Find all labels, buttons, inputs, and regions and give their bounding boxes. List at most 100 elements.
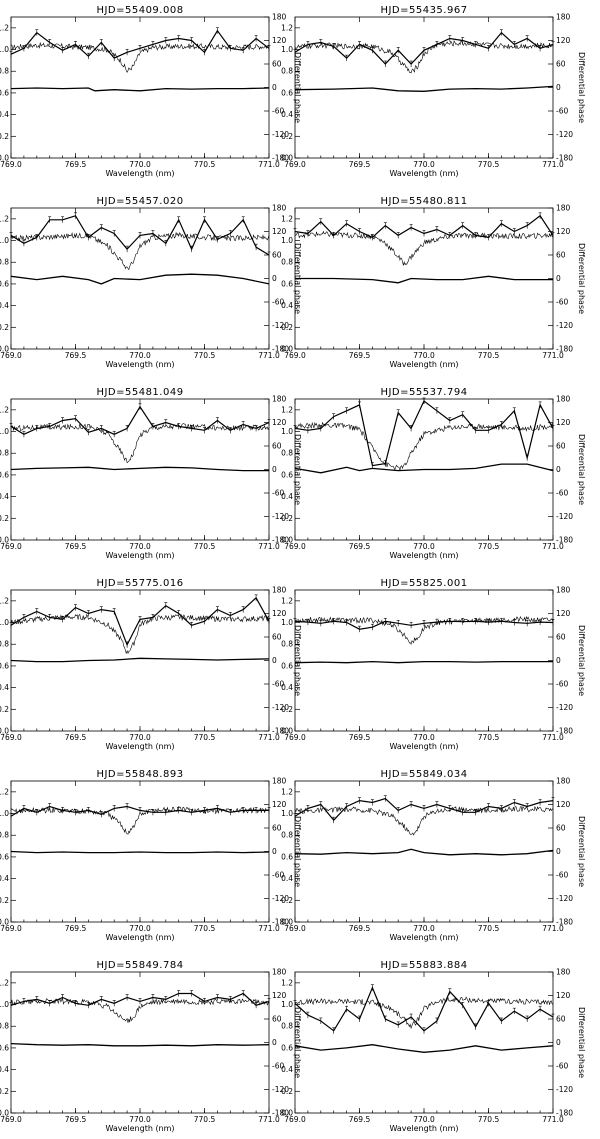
x-tick-label: 770.5 — [478, 924, 500, 933]
y2-tick-label: 180 — [556, 395, 571, 404]
x-tick-label: 770.5 — [478, 542, 500, 551]
y-tick-label: 0.0 — [0, 154, 9, 163]
chart-title: HJD=55409.008 — [96, 5, 183, 16]
y2-tick-label: 180 — [272, 586, 287, 595]
x-tick-label: 770.5 — [478, 160, 500, 169]
spectrum-line — [10, 42, 270, 73]
x-tick-label: 769.5 — [349, 924, 371, 933]
y2-tick-label: -180 — [556, 154, 573, 163]
continuum-line — [294, 1044, 554, 1053]
x-tick-label: 770.0 — [413, 542, 435, 551]
continuum-line — [294, 660, 553, 664]
x-tick-label: 771.0 — [258, 1115, 280, 1124]
y-tick-label: 0.0 — [281, 1109, 293, 1118]
y-tick-label: 0.4 — [0, 1065, 9, 1074]
x-tick-label: 771.0 — [258, 542, 280, 551]
chart-title: HJD=55848.893 — [96, 769, 183, 780]
y2-tick-label: -180 — [272, 727, 289, 736]
x-axis-title: Wavelength (nm) — [105, 169, 174, 178]
x-tick-label: 770.0 — [129, 160, 151, 169]
y-tick-label: 0.4 — [281, 301, 293, 310]
y2-axis-title: Differential phase — [293, 816, 302, 887]
y-tick-label: 1.0 — [0, 45, 9, 54]
x-axis-title: Wavelength (nm) — [389, 933, 458, 942]
y2-tick-label: -60 — [556, 107, 568, 116]
x-tick-label: 770.5 — [194, 1115, 216, 1124]
continuum-line — [10, 87, 270, 92]
y2-axis-title: Differential phase — [293, 1007, 302, 1078]
y2-tick-label: 0 — [556, 1038, 561, 1047]
y-tick-label: 0.2 — [0, 896, 9, 905]
x-tick-label: 771.0 — [542, 733, 564, 742]
x-tick-label: 769.5 — [65, 160, 87, 169]
x-axis-title: Wavelength (nm) — [105, 1124, 174, 1133]
y2-tick-label: -60 — [556, 489, 568, 498]
y2-tick-label: 60 — [272, 824, 282, 833]
y-tick-label: 0.8 — [0, 1022, 9, 1031]
y-tick-label: 0.8 — [281, 831, 293, 840]
y-tick-label: 0.0 — [0, 536, 9, 545]
y-tick-label: 0.8 — [0, 640, 9, 649]
y-tick-label: 1.0 — [281, 236, 293, 245]
y2-tick-label: 120 — [556, 418, 571, 427]
continuum-line — [10, 273, 270, 285]
y2-tick-label: -120 — [556, 512, 573, 521]
chart-panel-5: HJD=55481.049769.0769.5770.0770.5771.00.… — [0, 387, 302, 560]
x-tick-label: 770.5 — [194, 160, 216, 169]
y-tick-label: 0.6 — [281, 88, 293, 97]
y-tick-label: 1.2 — [0, 405, 9, 414]
x-axis-title: Wavelength (nm) — [105, 742, 174, 751]
y-tick-label: 0.8 — [281, 1022, 293, 1031]
y-tick-label: 1.2 — [281, 978, 293, 987]
y-tick-label: 1.2 — [281, 214, 293, 223]
y-tick-label: 0.0 — [0, 727, 9, 736]
spectrum-line — [294, 230, 554, 266]
y2-tick-label: 60 — [272, 60, 282, 69]
x-tick-label: 769.5 — [65, 1115, 87, 1124]
y2-tick-label: -180 — [556, 345, 573, 354]
chart-title: HJD=55849.034 — [380, 769, 467, 780]
y2-tick-label: 120 — [272, 609, 287, 618]
y-tick-label: 1.0 — [0, 236, 9, 245]
y-tick-label: 1.0 — [0, 1000, 9, 1009]
y-tick-label: 0.2 — [281, 514, 293, 523]
x-tick-label: 770.0 — [129, 1115, 151, 1124]
y2-tick-label: 120 — [556, 800, 571, 809]
x-tick-label: 771.0 — [258, 351, 280, 360]
x-tick-label: 769.0 — [284, 924, 306, 933]
chart-panel-6: HJD=55537.794 769.0 769.5 770.0 770.5 771.0 0.… — [281, 387, 586, 560]
chart-panel-9: HJD=55848.893769.0769.5770.0770.5771.00.… — [0, 769, 302, 942]
plot-frame — [294, 589, 554, 732]
y-tick-label: 0.4 — [281, 874, 293, 883]
y2-tick-label: -120 — [556, 703, 573, 712]
spectrum-line — [10, 613, 270, 655]
y-tick-label: 0.4 — [0, 301, 9, 310]
y2-tick-label: -180 — [556, 536, 573, 545]
y-tick-label: 0.4 — [281, 492, 293, 501]
y2-tick-label: 120 — [272, 36, 287, 45]
y2-tick-label: 0 — [272, 656, 277, 665]
chart-title: HJD=55480.811 — [380, 196, 467, 207]
y-tick-label: 0.4 — [281, 1065, 293, 1074]
x-tick-label: 769.0 — [0, 733, 22, 742]
chart-panel-11: HJD=55849.784769.0769.5770.0770.5771.00.… — [0, 960, 302, 1133]
y-tick-label: 0.8 — [281, 640, 293, 649]
plot-frame — [10, 971, 270, 1114]
x-tick-label: 769.5 — [65, 924, 87, 933]
y-tick-label: 1.2 — [281, 405, 293, 414]
y2-tick-label: 120 — [272, 800, 287, 809]
x-axis-title: Wavelength (nm) — [389, 1124, 458, 1133]
y2-tick-label: 120 — [556, 36, 571, 45]
y-tick-label: 0.6 — [0, 470, 9, 479]
chart-panel-10: HJD=55849.034 769.0 769.5 770.0 770.5 771.0 0.… — [281, 769, 586, 942]
x-tick-label: 771.0 — [542, 160, 564, 169]
y2-tick-label: -120 — [272, 512, 289, 521]
y-tick-label: 0.2 — [281, 323, 293, 332]
x-axis-title: Wavelength (nm) — [389, 742, 458, 751]
continuum-line — [294, 85, 554, 92]
plot-frame — [10, 16, 270, 159]
spectrum-line — [294, 805, 554, 836]
x-axis-title: Wavelength (nm) — [389, 551, 458, 560]
y-tick-label: 0.8 — [281, 449, 293, 458]
y2-tick-label: -60 — [272, 107, 284, 116]
